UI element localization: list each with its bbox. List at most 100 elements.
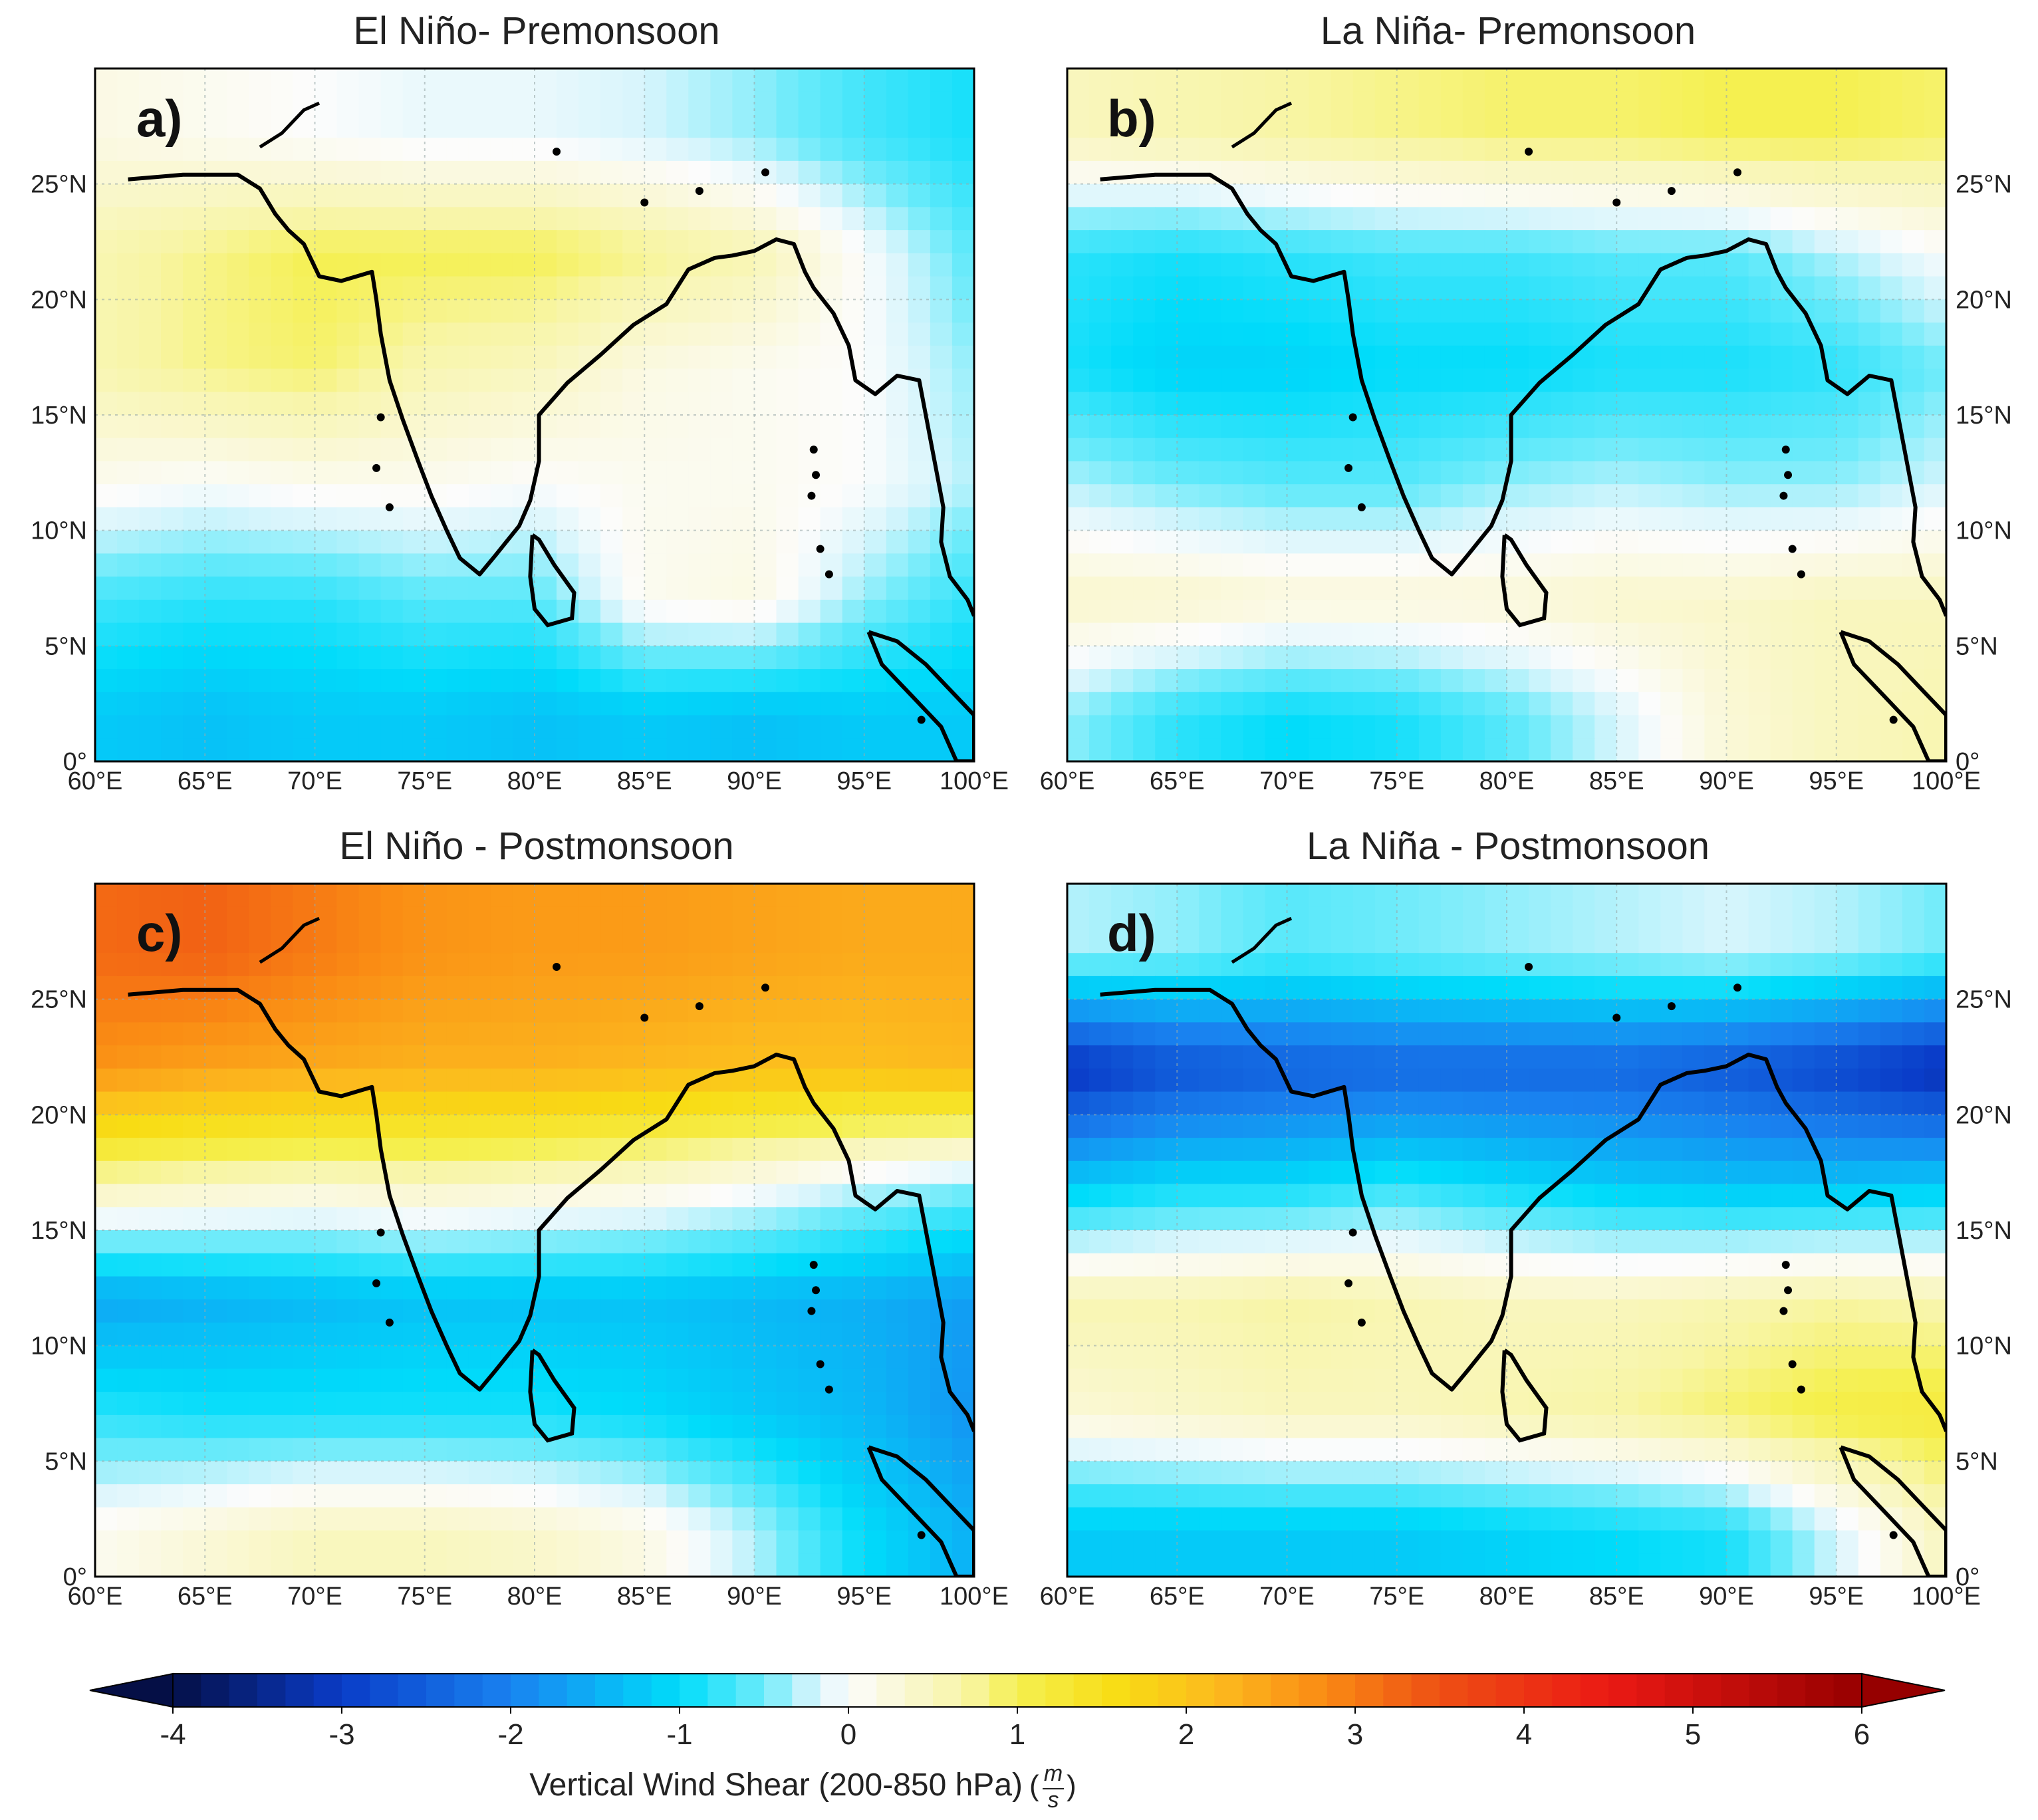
shear-cell (1638, 1230, 1662, 1254)
shear-cell (1309, 160, 1332, 185)
shear-cell (754, 1553, 777, 1577)
shear-cell (557, 1322, 579, 1347)
shear-cell (666, 114, 690, 138)
shear-cell (336, 91, 360, 116)
shear-cell (336, 438, 360, 462)
shear-cell (402, 530, 426, 555)
shear-cell (1221, 323, 1244, 346)
shear-cell (886, 276, 909, 301)
shear-cell (1177, 975, 1200, 1000)
shear-cell (293, 1022, 316, 1046)
shear-cell (1155, 622, 1178, 647)
shear-cell (1836, 1160, 1859, 1185)
shear-cell (490, 1276, 513, 1300)
shear-cell (1111, 438, 1134, 462)
shear-cell (402, 1322, 426, 1347)
shear-cell (249, 438, 272, 462)
sri-lanka-coastline (528, 1349, 576, 1443)
shear-cell (578, 207, 601, 231)
shear-cell (249, 368, 272, 392)
shear-cell (1199, 577, 1222, 600)
shear-cell (1067, 438, 1090, 462)
shear-cell (754, 438, 777, 462)
shear-cell (1858, 1114, 1881, 1138)
shear-cell (490, 461, 513, 485)
shear-cell (557, 646, 579, 670)
shear-cell (315, 207, 338, 231)
shear-cell (1309, 1553, 1332, 1577)
shear-cell (952, 1253, 974, 1277)
shear-cell (1309, 1345, 1332, 1370)
shear-cell (1374, 230, 1398, 254)
shear-cell (644, 114, 667, 138)
shear-cell (1836, 1045, 1859, 1069)
shear-cell (117, 415, 140, 439)
shear-cell (1836, 1276, 1859, 1300)
shear-cell (1880, 1253, 1903, 1277)
shear-cell (1704, 276, 1727, 301)
shear-cell (578, 715, 601, 739)
shear-cell (710, 184, 733, 208)
shear-cell (1924, 323, 1946, 346)
shear-cell (754, 68, 777, 92)
shear-cell (424, 1461, 447, 1485)
shear-cell (1418, 1138, 1442, 1162)
shear-cell (864, 1345, 887, 1370)
shear-cell (754, 953, 777, 977)
shear-cell (688, 715, 711, 739)
shear-cell (358, 1299, 382, 1323)
shear-cell (1638, 930, 1662, 954)
shear-cell (557, 953, 579, 977)
shear-cell (1396, 160, 1420, 185)
shear-cell (1814, 1507, 1837, 1531)
shear-cell (578, 692, 601, 716)
shear-cell (1594, 553, 1617, 577)
shear-cell (1396, 415, 1420, 439)
shear-cell (644, 1184, 667, 1208)
shear-cell (1221, 276, 1244, 301)
shear-cell (336, 230, 360, 254)
shear-cell (468, 438, 491, 462)
shear-cell (732, 738, 755, 761)
shear-cell (1309, 415, 1332, 439)
shear-cell (600, 1207, 623, 1231)
shear-cell (336, 1438, 360, 1462)
shear-cell (732, 207, 755, 231)
shear-cell (1221, 692, 1244, 716)
shear-cell (358, 715, 382, 739)
shear-cell (249, 599, 272, 624)
shear-cell (1177, 530, 1200, 555)
shear-cell (1594, 1345, 1617, 1370)
shear-cell (535, 207, 557, 231)
shear-cell (95, 507, 118, 531)
shear-cell (1199, 1253, 1222, 1277)
shear-cell (1573, 1345, 1595, 1370)
shear-cell (1177, 1553, 1200, 1577)
shear-cell (336, 1392, 360, 1416)
shear-cell (1902, 68, 1925, 92)
shear-cell (380, 884, 404, 908)
shear-cell (842, 1368, 865, 1392)
shear-cell (293, 1530, 316, 1554)
shear-cell (1902, 368, 1925, 392)
shear-cell (1573, 1184, 1595, 1208)
shear-cell (908, 577, 931, 600)
shear-cell (732, 1068, 755, 1093)
shear-cell (1418, 1438, 1442, 1462)
shear-cell (139, 669, 162, 693)
shear-cell (1704, 207, 1727, 231)
shear-cell (183, 1553, 205, 1577)
shear-cell (1111, 299, 1134, 323)
shear-cell (1507, 253, 1529, 277)
shear-cell (1704, 1299, 1727, 1323)
shear-cell (710, 368, 733, 392)
shear-cell (271, 253, 294, 277)
shear-cell (249, 1484, 272, 1508)
shear-cell (600, 68, 623, 92)
shear-cell (1287, 622, 1310, 647)
shear-cell (1484, 884, 1507, 908)
shear-cell (95, 207, 118, 231)
shear-cell (1155, 368, 1178, 392)
shear-cell (1374, 299, 1398, 323)
shear-cell (1418, 1045, 1442, 1069)
